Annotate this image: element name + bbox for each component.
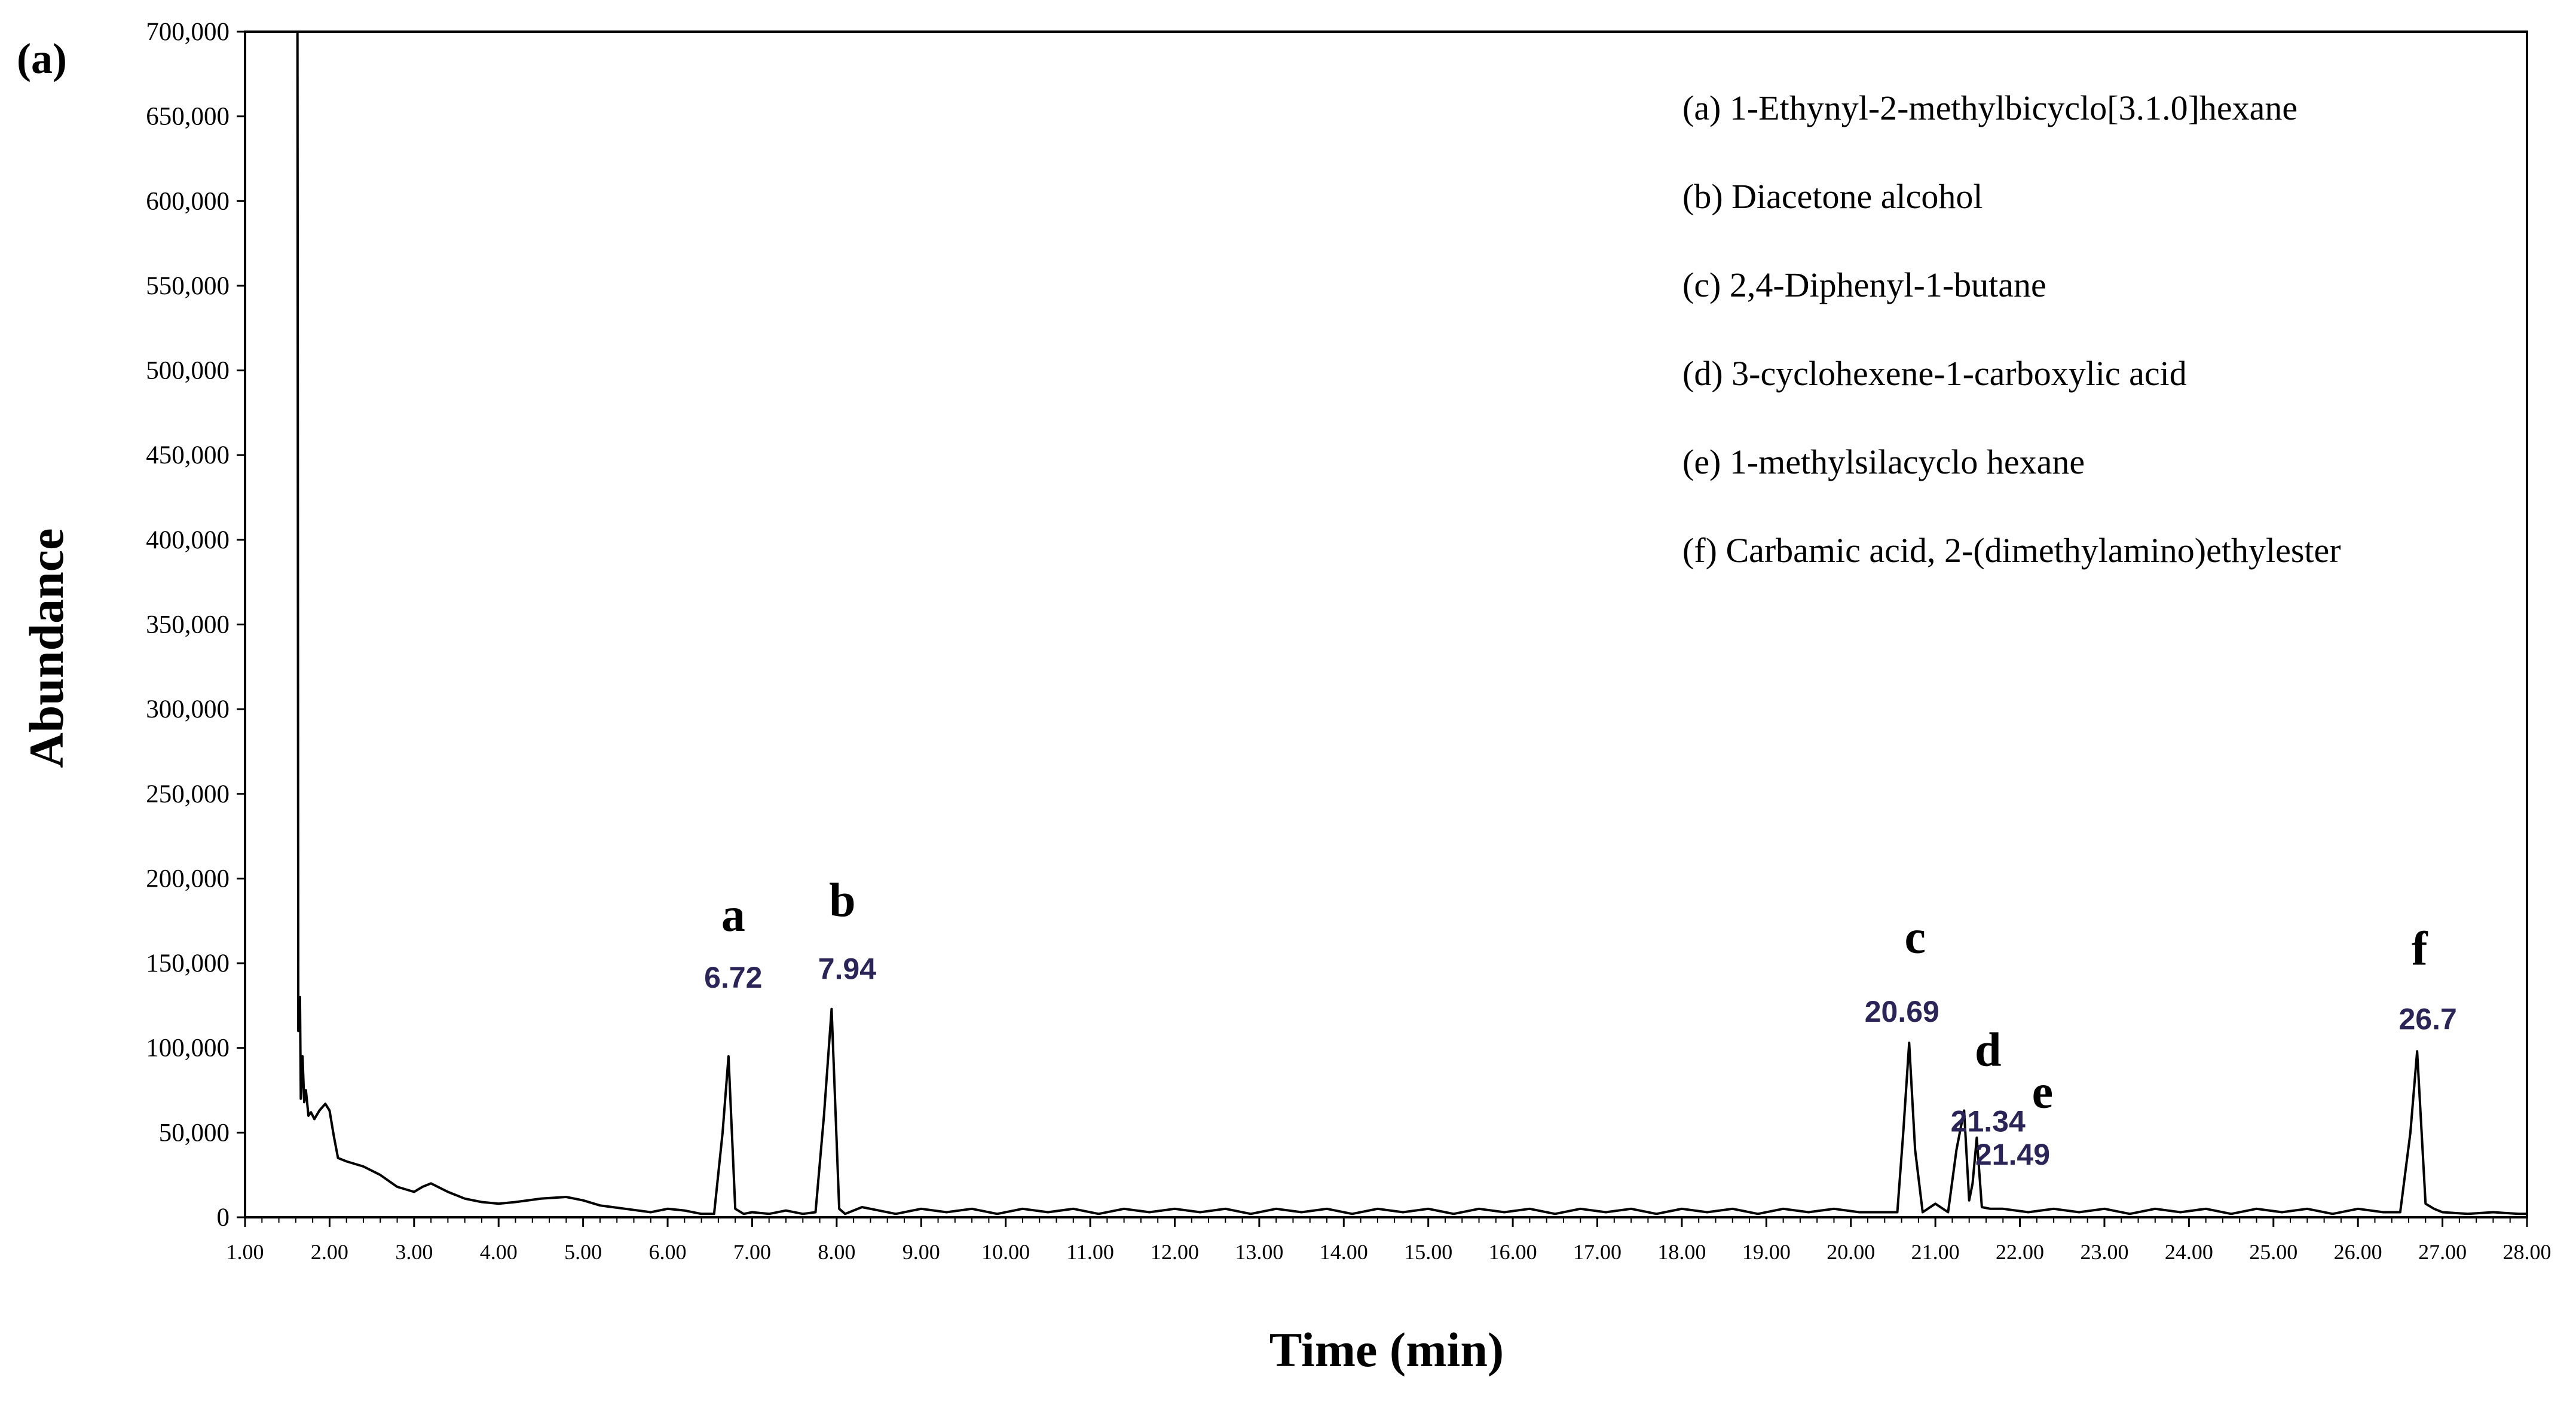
y-axis: 0 50,000 100,000 150,000 200,000 250,000 300,0… [146, 18, 245, 1232]
x-tick-label: 25.00 [2249, 1240, 2297, 1264]
x-tick-label: 15.00 [1404, 1240, 1452, 1264]
x-tick-label: 26.00 [2334, 1240, 2382, 1264]
x-tick-label: 19.00 [1742, 1240, 1791, 1264]
legend-entry: (e) 1-methylsilacyclo hexane [1682, 442, 2085, 481]
x-tick-label: 10.00 [981, 1240, 1030, 1264]
y-tick-label: 450,000 [146, 441, 230, 469]
peak-retention-time-f: 26.7 [2399, 1002, 2457, 1036]
y-tick-label: 0 [217, 1204, 230, 1232]
x-tick-label: 12.00 [1151, 1240, 1199, 1264]
x-tick-label: 13.00 [1235, 1240, 1283, 1264]
x-tick-label: 18.00 [1657, 1240, 1706, 1264]
peak-letter-b: b [829, 875, 856, 927]
x-tick-label: 2.00 [311, 1240, 348, 1264]
peak-letter-d: d [1975, 1024, 2002, 1077]
peak-annotations: a 6.72 b 7.94 c 20.69 d 21.34e 21.49 f 26.7 [704, 875, 2457, 1171]
x-tick-label: 24.00 [2165, 1240, 2213, 1264]
y-tick-label: 250,000 [146, 780, 230, 808]
x-tick-label: 4.00 [480, 1240, 518, 1264]
y-tick-label: 400,000 [146, 526, 230, 554]
x-tick-label: 22.00 [1996, 1240, 2044, 1264]
x-axis-title: Time (min) [1269, 1323, 1504, 1377]
y-tick-label: 700,000 [146, 18, 230, 46]
y-tick-label: 200,000 [146, 865, 230, 893]
x-tick-label: 14.00 [1320, 1240, 1368, 1264]
x-tick-label: 1.00 [227, 1240, 264, 1264]
x-tick-label: 11.00 [1066, 1240, 1114, 1264]
peak-retention-time-a: 6.72 [704, 961, 762, 994]
peak-letter-a: a [721, 889, 745, 942]
x-tick-label: 28.00 [2503, 1240, 2551, 1264]
peak-letter-e: e [2032, 1066, 2054, 1119]
x-tick-label: 17.00 [1573, 1240, 1622, 1264]
peak-letter-c: c [1905, 911, 1926, 964]
series-layer [295, 30, 2527, 1215]
legend-entry: (f) Carbamic acid, 2-(dimethylamino)ethy… [1682, 531, 2341, 570]
x-tick-label: 3.00 [395, 1240, 433, 1264]
x-axis: 1.00 2.00 3.00 4.00 5.00 6.00 7.00 8.00 9.00 10.0… [227, 1217, 2551, 1264]
x-tick-label: 5.00 [564, 1240, 602, 1264]
peak-retention-time-b: 7.94 [818, 952, 877, 986]
y-tick-label: 150,000 [146, 949, 230, 978]
peak-retention-time-e: 21.49 [1975, 1138, 2050, 1171]
x-tick-label: 9.00 [902, 1240, 940, 1264]
y-tick-label: 600,000 [146, 187, 230, 215]
x-tick-label: 7.00 [733, 1240, 771, 1264]
y-tick-label: 100,000 [146, 1034, 230, 1062]
legend: (a) 1-Ethynyl-2-methylbicyclo[3.1.0]hexa… [1682, 88, 2341, 570]
legend-entry: (a) 1-Ethynyl-2-methylbicyclo[3.1.0]hexa… [1682, 88, 2297, 127]
peak-retention-time-d: 21.34 [1951, 1105, 2026, 1138]
legend-entry: (d) 3-cyclohexene-1-carboxylic acid [1682, 354, 2187, 393]
x-tick-label: 8.00 [818, 1240, 855, 1264]
legend-entry: (b) Diacetone alcohol [1682, 177, 1983, 216]
x-tick-label: 6.00 [649, 1240, 687, 1264]
peak-letter-f: f [2412, 923, 2428, 975]
y-tick-label: 300,000 [146, 695, 230, 723]
plot-frame [244, 30, 2528, 1218]
x-tick-label: 21.00 [1911, 1240, 1960, 1264]
x-tick-label: 16.00 [1489, 1240, 1537, 1264]
y-axis-title: Abundance [19, 528, 74, 768]
peak-retention-time-c: 20.69 [1865, 995, 1939, 1028]
x-tick-label: 20.00 [1827, 1240, 1875, 1264]
x-tick-label: 23.00 [2080, 1240, 2128, 1264]
legend-entry: (c) 2,4-Diphenyl-1-butane [1682, 265, 2046, 304]
chromatogram-line [295, 30, 2527, 1215]
y-tick-label: 50,000 [159, 1119, 230, 1147]
y-tick-label: 500,000 [146, 357, 230, 385]
y-tick-label: 550,000 [146, 272, 230, 300]
y-tick-label: 350,000 [146, 611, 230, 639]
y-tick-label: 650,000 [146, 103, 230, 131]
panel-label: (a) [17, 35, 67, 83]
x-tick-label: 27.00 [2418, 1240, 2467, 1264]
